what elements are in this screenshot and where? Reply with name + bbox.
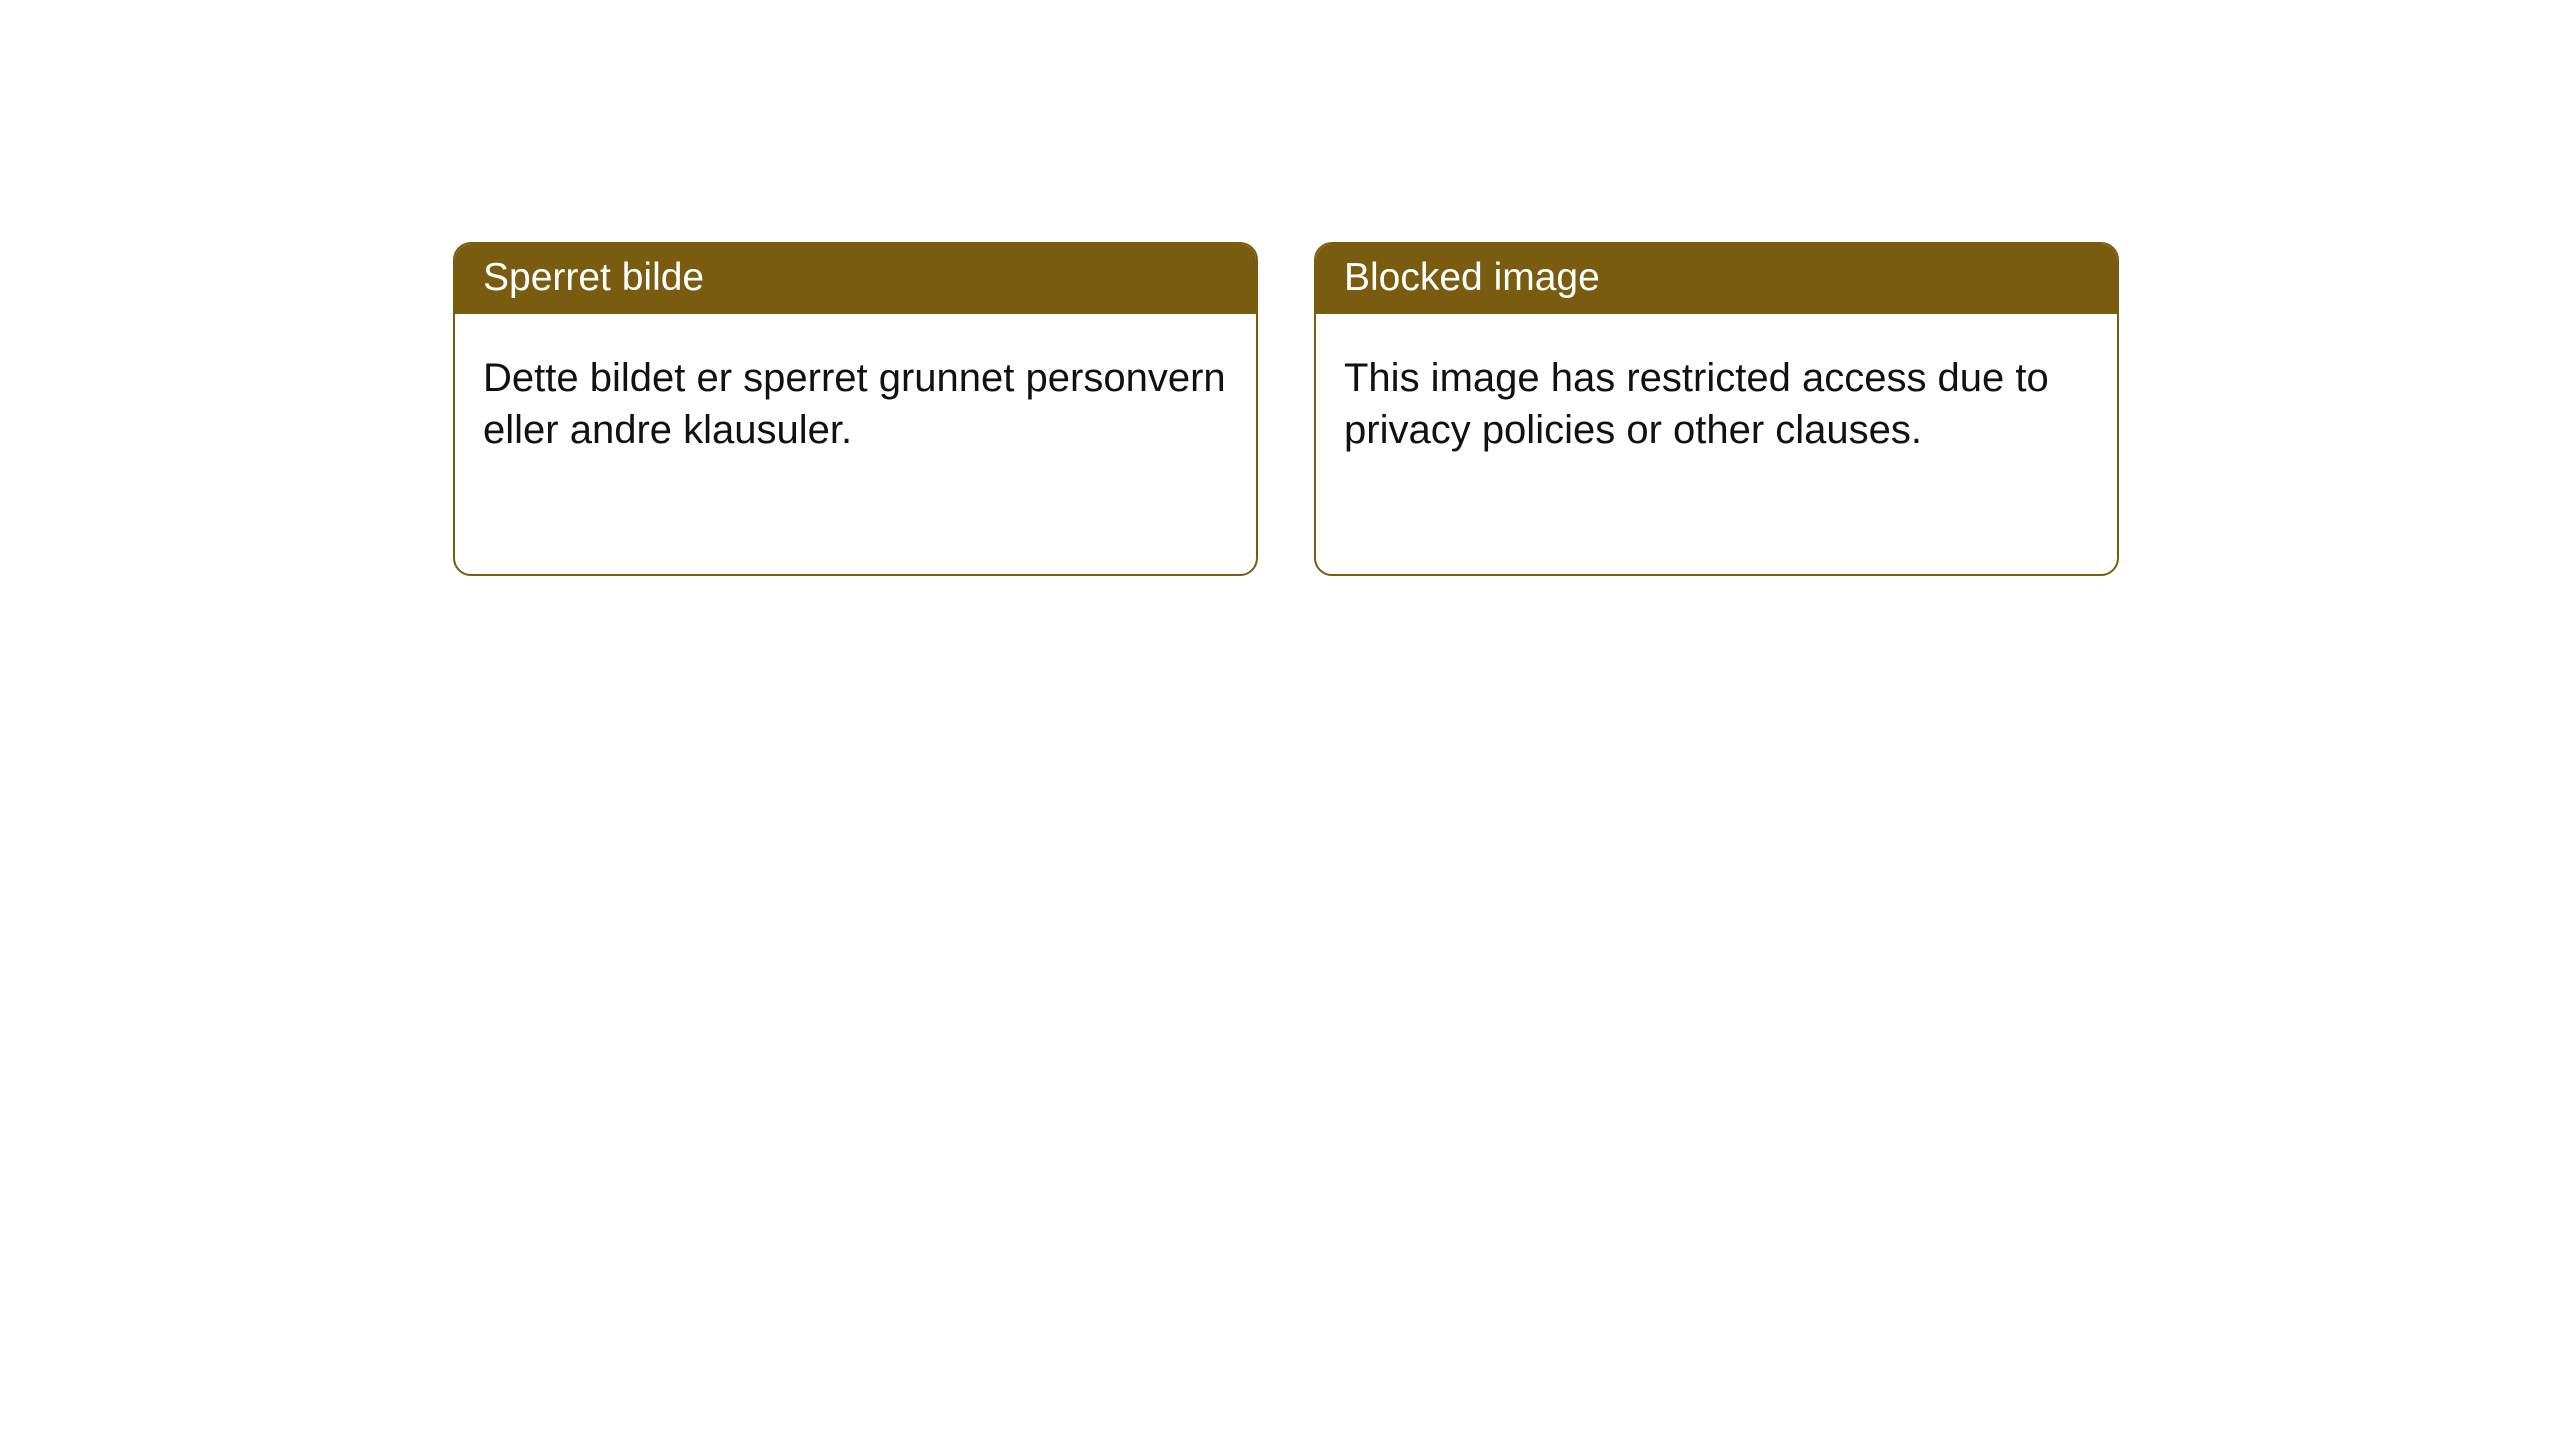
notice-card-body: This image has restricted access due to …: [1316, 314, 2117, 484]
notice-card-no: Sperret bilde Dette bildet er sperret gr…: [453, 242, 1258, 576]
notice-card-body: Dette bildet er sperret grunnet personve…: [455, 314, 1256, 484]
notice-card-en: Blocked image This image has restricted …: [1314, 242, 2119, 576]
notice-container: Sperret bilde Dette bildet er sperret gr…: [0, 0, 2560, 576]
notice-card-title: Blocked image: [1316, 244, 2117, 314]
notice-card-title: Sperret bilde: [455, 244, 1256, 314]
